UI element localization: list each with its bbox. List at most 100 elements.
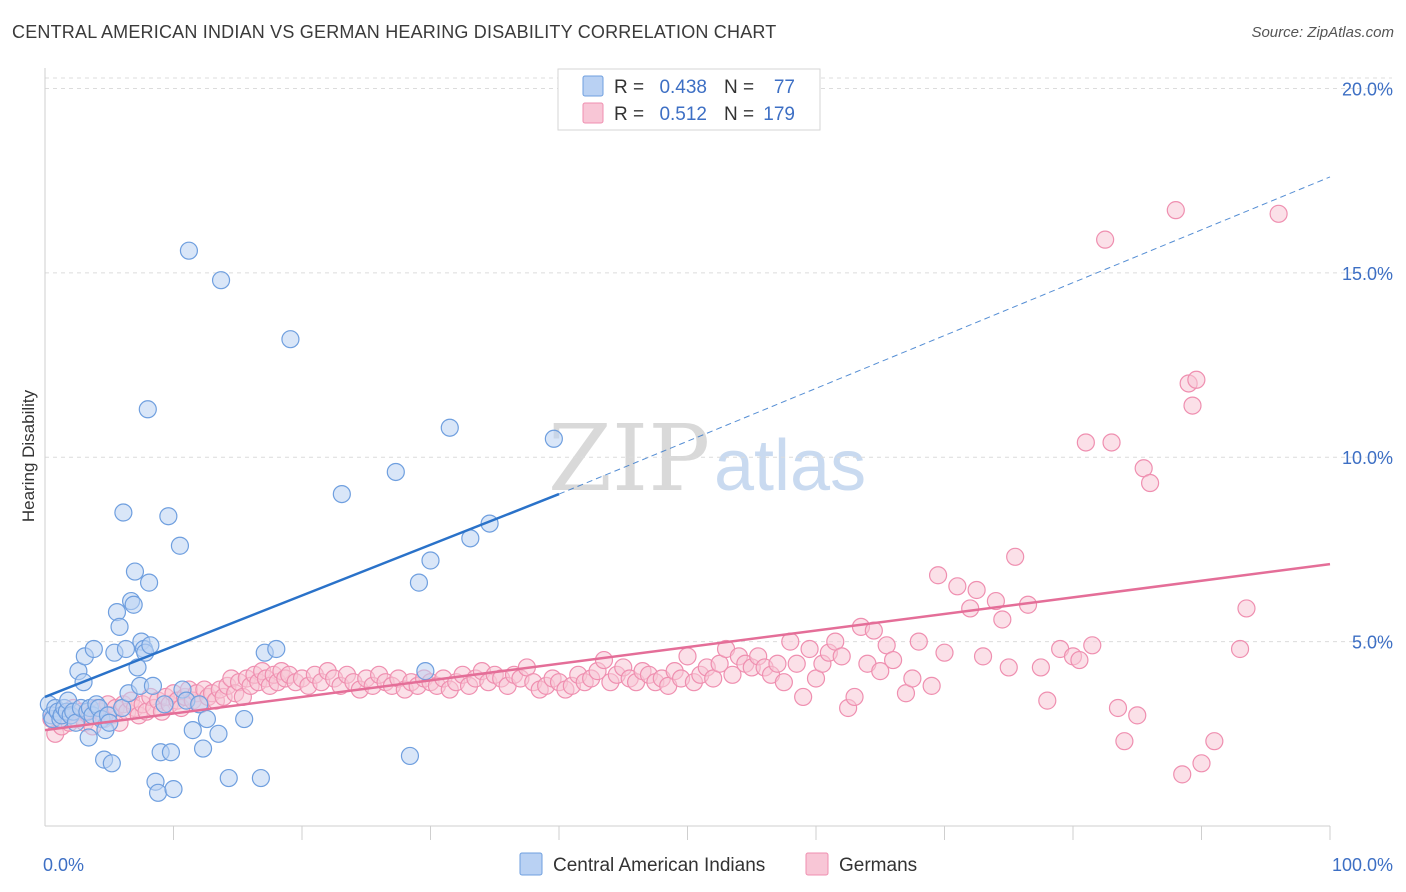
data-point	[1108, 698, 1128, 718]
trend-line-extension	[558, 176, 1331, 495]
data-point	[993, 610, 1012, 629]
data-point	[928, 566, 948, 585]
data-point	[409, 573, 429, 592]
data-point	[107, 603, 127, 622]
data-point	[1038, 691, 1057, 710]
bottom-legend-swatch	[805, 852, 829, 876]
data-point	[114, 503, 133, 522]
data-point	[281, 330, 300, 349]
data-point	[1140, 473, 1160, 493]
data-point	[1128, 706, 1147, 725]
legend-n-label: N =	[724, 104, 754, 125]
y-tick-label: 10.0%	[1342, 448, 1393, 468]
data-point	[1070, 650, 1089, 670]
data-point	[440, 418, 459, 437]
data-point	[219, 768, 238, 788]
trend-lines	[44, 176, 1331, 732]
y-tick-label: 15.0%	[1342, 264, 1393, 284]
series-germans	[42, 201, 1288, 784]
data-point	[138, 400, 157, 419]
data-point	[1187, 370, 1206, 389]
legend-r-label: R =	[614, 104, 644, 125]
legend: R = 0.438 N = 77 R = 0.512 N = 179	[557, 68, 821, 131]
data-point	[416, 662, 435, 681]
data-point	[125, 562, 145, 581]
chart-source: Source: ZipAtlas.com	[1251, 24, 1394, 41]
data-point	[332, 484, 351, 504]
data-point	[832, 647, 851, 666]
data-point	[903, 669, 922, 688]
bottom-legend: Central American Indians Germans	[519, 852, 917, 876]
data-point	[1096, 230, 1115, 249]
data-point	[116, 639, 136, 659]
data-point	[787, 654, 806, 673]
legend-r-value: 0.438	[659, 77, 707, 98]
watermark-atlas: atlas	[714, 426, 866, 506]
data-point	[148, 783, 168, 802]
bottom-legend-swatch	[519, 852, 543, 876]
data-point	[161, 743, 181, 762]
bottom-legend-label: Germans	[839, 855, 917, 876]
y-tick-label: 20.0%	[1342, 79, 1393, 99]
data-point	[1205, 732, 1224, 751]
data-point	[935, 643, 954, 662]
data-point	[948, 577, 967, 596]
data-point	[79, 728, 98, 747]
watermark-zip: ZIP	[548, 405, 710, 512]
legend-swatch	[582, 75, 604, 97]
data-point	[774, 673, 793, 692]
data-point	[155, 695, 174, 714]
data-point	[909, 632, 928, 651]
legend-n-value: 179	[763, 104, 795, 125]
data-point	[1102, 433, 1121, 452]
data-point	[1166, 201, 1185, 220]
data-point	[267, 639, 286, 659]
data-point	[768, 654, 787, 673]
x-tick-label: 100.0%	[1332, 855, 1393, 875]
data-point	[986, 591, 1006, 611]
legend-swatch	[582, 102, 604, 124]
chart-title: CENTRAL AMERICAN INDIAN VS GERMAN HEARIN…	[12, 22, 777, 42]
data-point	[961, 599, 980, 618]
data-point	[102, 754, 121, 773]
legend-n-label: N =	[724, 77, 754, 98]
data-point	[183, 721, 202, 740]
data-point	[1173, 765, 1192, 784]
data-point	[141, 636, 160, 655]
data-point	[159, 507, 178, 526]
data-point	[211, 271, 231, 290]
data-point	[124, 595, 143, 614]
data-point	[251, 768, 270, 788]
data-point	[1230, 639, 1250, 659]
legend-n-value: 77	[774, 77, 795, 98]
data-point	[1192, 754, 1211, 773]
data-point	[164, 780, 183, 799]
data-point	[967, 580, 986, 600]
data-point	[400, 746, 420, 766]
trend-line	[44, 492, 560, 699]
data-point	[973, 647, 993, 666]
y-tick-label: 5.0%	[1352, 633, 1393, 653]
data-point	[197, 709, 217, 729]
data-point	[139, 573, 159, 592]
data-point	[235, 709, 254, 729]
data-point	[871, 662, 890, 681]
data-point	[209, 724, 228, 743]
data-point	[1115, 732, 1134, 751]
data-point	[1237, 599, 1256, 618]
data-point	[84, 639, 103, 659]
data-point	[421, 551, 440, 570]
data-point	[1031, 658, 1050, 677]
bottom-legend-label: Central American Indians	[553, 855, 765, 876]
data-point	[999, 658, 1018, 677]
data-point	[1083, 636, 1102, 655]
data-point	[193, 739, 213, 758]
data-point	[723, 665, 742, 684]
data-point	[1269, 204, 1288, 223]
data-point	[1006, 547, 1025, 566]
data-point	[678, 647, 697, 666]
grid: 5.0% 10.0% 15.0% 20.0%	[45, 77, 1393, 653]
data-point	[800, 639, 819, 659]
data-point	[922, 676, 941, 695]
